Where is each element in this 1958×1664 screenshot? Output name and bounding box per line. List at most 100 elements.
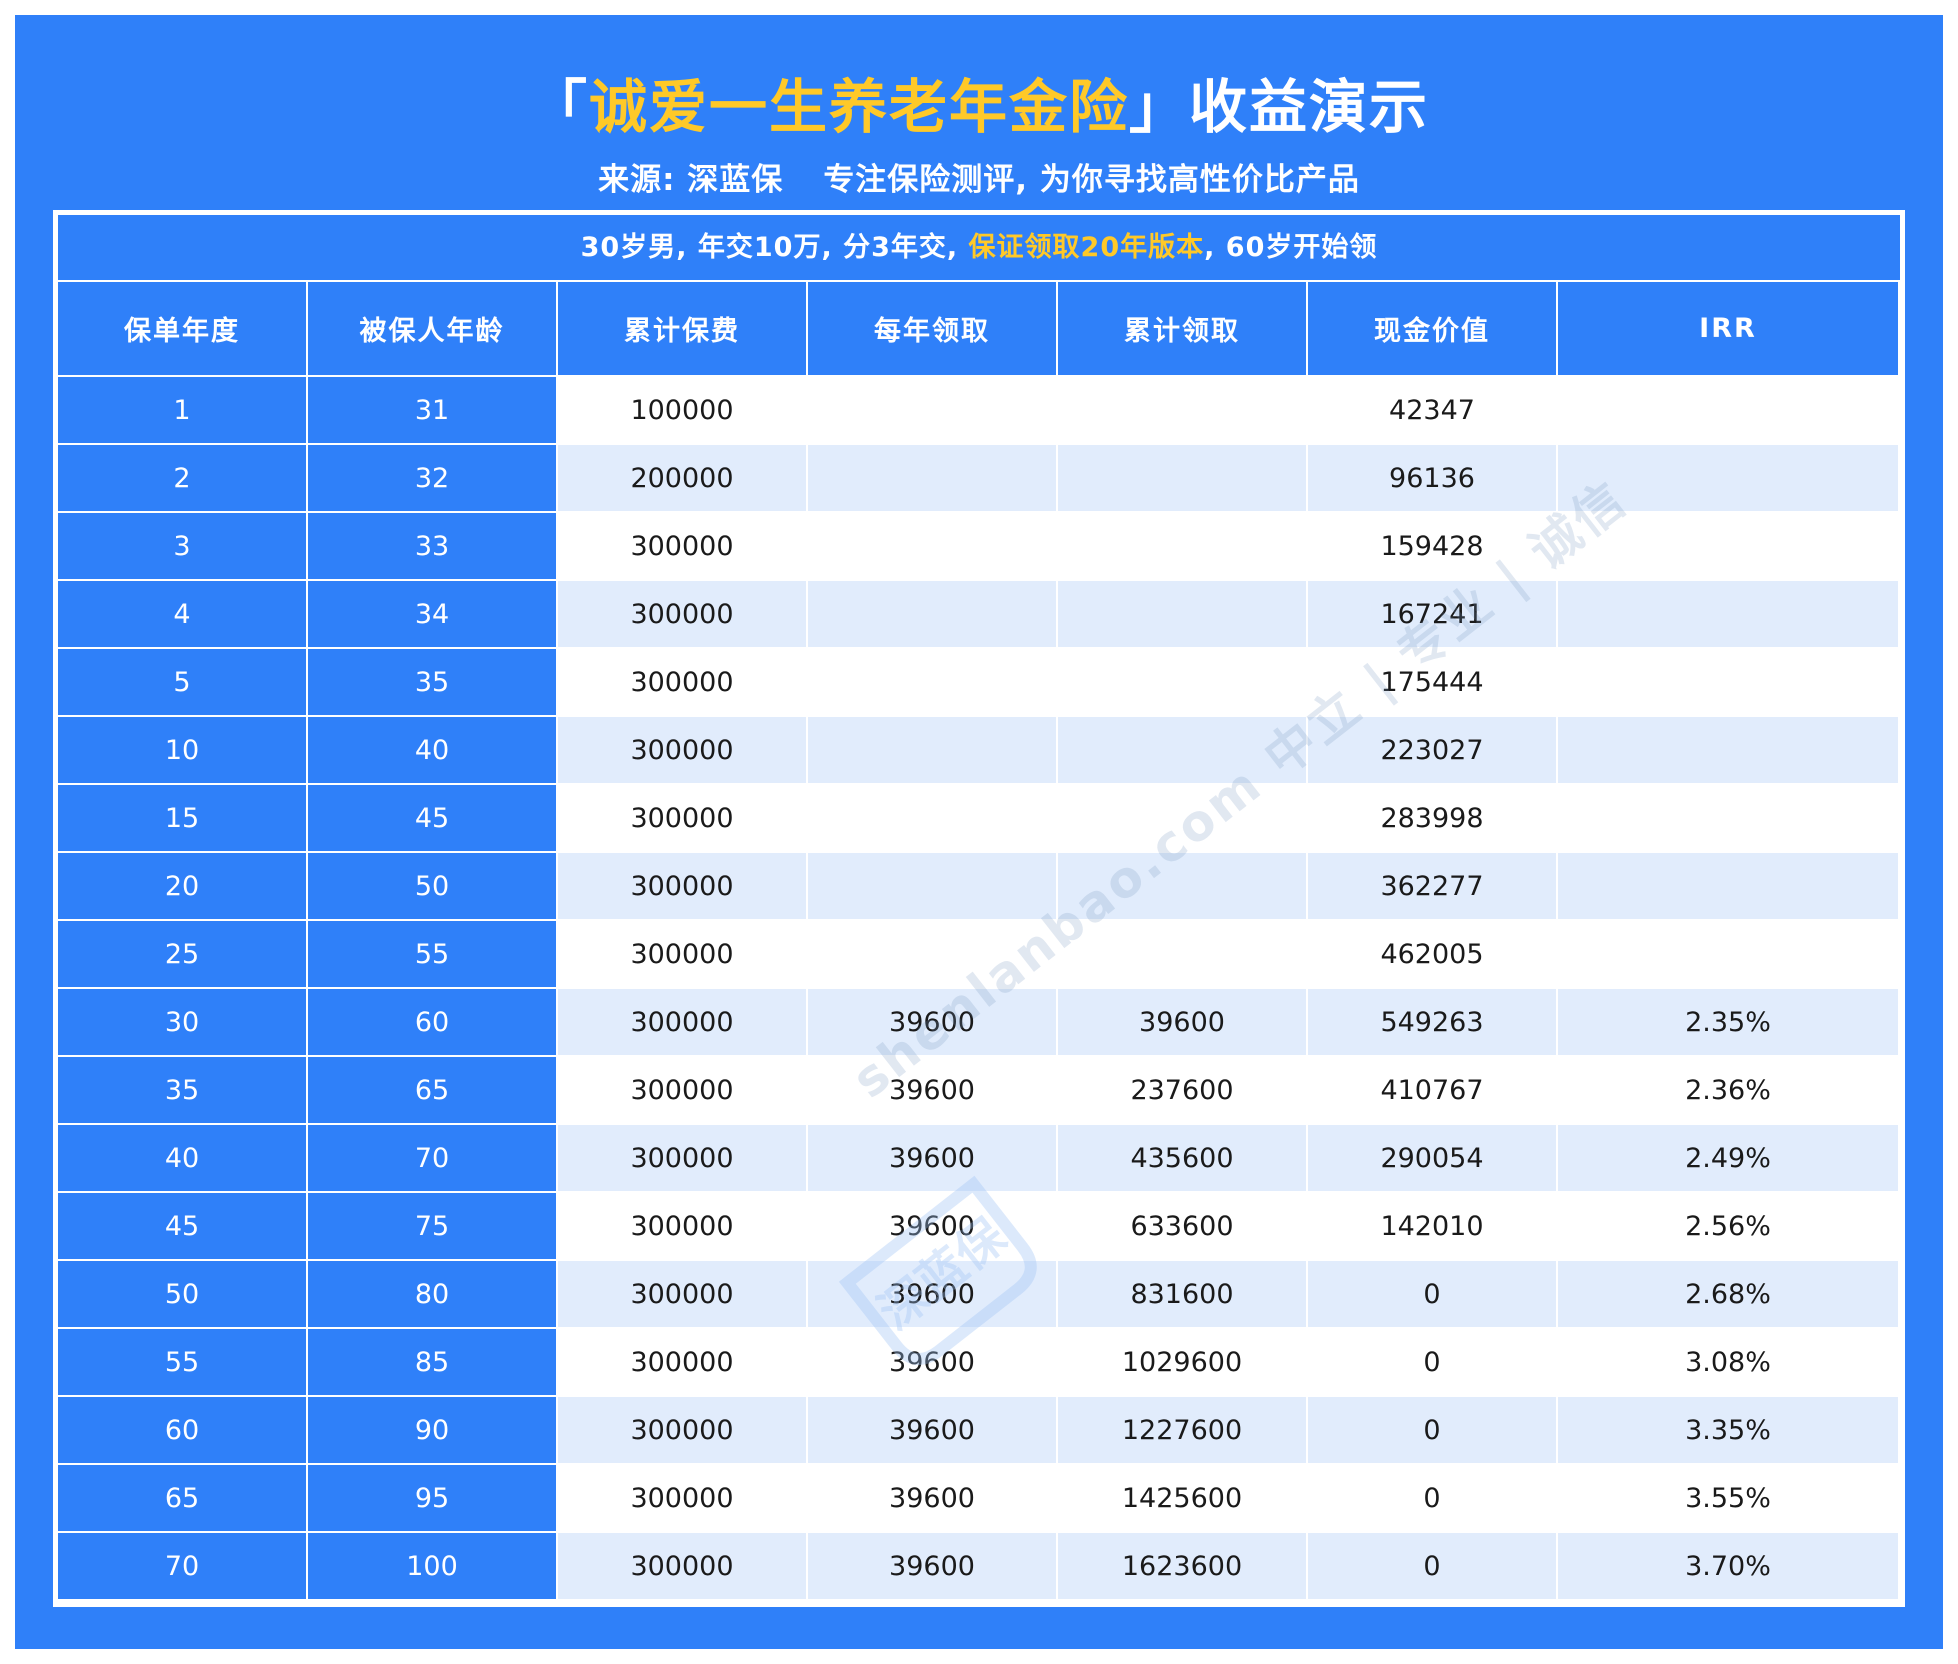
cell-total-premium: 300000 <box>558 1533 806 1599</box>
condition-highlight: 保证领取20年版本 <box>968 232 1205 263</box>
cell-cash-value: 159428 <box>1308 513 1556 579</box>
cell-total-premium: 300000 <box>558 853 806 919</box>
cell-total-payout <box>1058 581 1306 647</box>
page-title: 「诚爱一生养老年金险」收益演示 <box>15 67 1943 147</box>
cell-total-payout <box>1058 445 1306 511</box>
cell-irr: 2.56% <box>1558 1193 1898 1259</box>
cell-policy-year: 4 <box>58 581 306 647</box>
cell-total-payout: 237600 <box>1058 1057 1306 1123</box>
cell-irr: 3.70% <box>1558 1533 1898 1599</box>
cell-cash-value: 0 <box>1308 1329 1556 1395</box>
cell-policy-year: 40 <box>58 1125 306 1191</box>
cell-insured-age: 55 <box>308 921 556 987</box>
cell-irr <box>1558 513 1898 579</box>
cell-total-premium: 300000 <box>558 513 806 579</box>
cell-policy-year: 35 <box>58 1057 306 1123</box>
cell-policy-year: 60 <box>58 1397 306 1463</box>
cell-total-premium: 100000 <box>558 377 806 443</box>
slogan: 专注保险测评, 为你寻找高性价比产品 <box>823 162 1360 198</box>
cell-irr: 3.08% <box>1558 1329 1898 1395</box>
cell-policy-year: 65 <box>58 1465 306 1531</box>
cell-insured-age: 65 <box>308 1057 556 1123</box>
cell-annual-payout <box>808 377 1056 443</box>
cell-policy-year: 50 <box>58 1261 306 1327</box>
cell-annual-payout: 39600 <box>808 1057 1056 1123</box>
cell-irr <box>1558 445 1898 511</box>
cell-policy-year: 1 <box>58 377 306 443</box>
cell-policy-year: 20 <box>58 853 306 919</box>
cell-policy-year: 25 <box>58 921 306 987</box>
cell-irr <box>1558 921 1898 987</box>
cell-policy-year: 55 <box>58 1329 306 1395</box>
cell-insured-age: 60 <box>308 989 556 1055</box>
cell-cash-value: 362277 <box>1308 853 1556 919</box>
cell-total-payout <box>1058 853 1306 919</box>
cell-total-payout <box>1058 649 1306 715</box>
cell-annual-payout <box>808 513 1056 579</box>
cell-annual-payout: 39600 <box>808 1533 1056 1599</box>
cell-annual-payout: 39600 <box>808 1329 1056 1395</box>
cell-total-payout: 1029600 <box>1058 1329 1306 1395</box>
benefit-table: 30岁男, 年交10万, 分3年交, 保证领取20年版本, 60岁开始领 保单年… <box>53 210 1905 1607</box>
cell-cash-value: 549263 <box>1308 989 1556 1055</box>
cell-total-payout: 39600 <box>1058 989 1306 1055</box>
cell-policy-year: 5 <box>58 649 306 715</box>
cell-total-premium: 300000 <box>558 1397 806 1463</box>
cell-irr: 2.36% <box>1558 1057 1898 1123</box>
column-header-total-payout: 累计领取 <box>1058 282 1306 375</box>
cell-annual-payout <box>808 853 1056 919</box>
cell-annual-payout <box>808 717 1056 783</box>
cell-insured-age: 31 <box>308 377 556 443</box>
cell-irr: 2.68% <box>1558 1261 1898 1327</box>
cell-insured-age: 34 <box>308 581 556 647</box>
cell-insured-age: 45 <box>308 785 556 851</box>
cell-total-payout: 1227600 <box>1058 1397 1306 1463</box>
cell-policy-year: 45 <box>58 1193 306 1259</box>
column-header-annual-payout: 每年领取 <box>808 282 1056 375</box>
source-label: 来源: 深蓝保 <box>598 162 784 198</box>
subtitle: 来源: 深蓝保 专注保险测评, 为你寻找高性价比产品 <box>15 155 1943 205</box>
cell-insured-age: 90 <box>308 1397 556 1463</box>
column-header-insured-age: 被保人年龄 <box>308 282 556 375</box>
cell-annual-payout <box>808 445 1056 511</box>
cell-annual-payout: 39600 <box>808 1193 1056 1259</box>
cell-total-premium: 300000 <box>558 1261 806 1327</box>
column-header-cash-value: 现金价值 <box>1308 282 1556 375</box>
cell-cash-value: 0 <box>1308 1261 1556 1327</box>
cell-insured-age: 33 <box>308 513 556 579</box>
cell-insured-age: 35 <box>308 649 556 715</box>
cell-cash-value: 410767 <box>1308 1057 1556 1123</box>
cell-total-payout: 435600 <box>1058 1125 1306 1191</box>
column-header-policy-year: 保单年度 <box>58 282 306 375</box>
cell-annual-payout: 39600 <box>808 989 1056 1055</box>
cell-total-payout: 1425600 <box>1058 1465 1306 1531</box>
cell-annual-payout: 39600 <box>808 1397 1056 1463</box>
cell-total-premium: 300000 <box>558 1193 806 1259</box>
cell-total-premium: 300000 <box>558 921 806 987</box>
cell-total-payout <box>1058 785 1306 851</box>
cell-cash-value: 0 <box>1308 1397 1556 1463</box>
cell-policy-year: 70 <box>58 1533 306 1599</box>
product-name: 诚爱一生养老年金险 <box>588 73 1129 141</box>
cell-cash-value: 142010 <box>1308 1193 1556 1259</box>
cell-insured-age: 95 <box>308 1465 556 1531</box>
cell-total-premium: 300000 <box>558 989 806 1055</box>
cell-insured-age: 75 <box>308 1193 556 1259</box>
cell-policy-year: 10 <box>58 717 306 783</box>
cell-annual-payout: 39600 <box>808 1465 1056 1531</box>
cell-policy-year: 2 <box>58 445 306 511</box>
cell-annual-payout <box>808 785 1056 851</box>
cell-cash-value: 175444 <box>1308 649 1556 715</box>
condition-text-1: 30岁男, 年交10万, 分3年交, <box>580 232 969 263</box>
cell-policy-year: 15 <box>58 785 306 851</box>
cell-irr: 2.49% <box>1558 1125 1898 1191</box>
cell-insured-age: 85 <box>308 1329 556 1395</box>
table-grid: 保单年度 被保人年龄 累计保费 每年领取 累计领取 现金价值 IRR 1 31 100000 423… <box>58 282 1900 1599</box>
cell-total-payout: 633600 <box>1058 1193 1306 1259</box>
cell-irr <box>1558 649 1898 715</box>
cell-cash-value: 290054 <box>1308 1125 1556 1191</box>
cell-total-premium: 300000 <box>558 649 806 715</box>
cell-insured-age: 100 <box>308 1533 556 1599</box>
cell-cash-value: 223027 <box>1308 717 1556 783</box>
cell-annual-payout <box>808 921 1056 987</box>
